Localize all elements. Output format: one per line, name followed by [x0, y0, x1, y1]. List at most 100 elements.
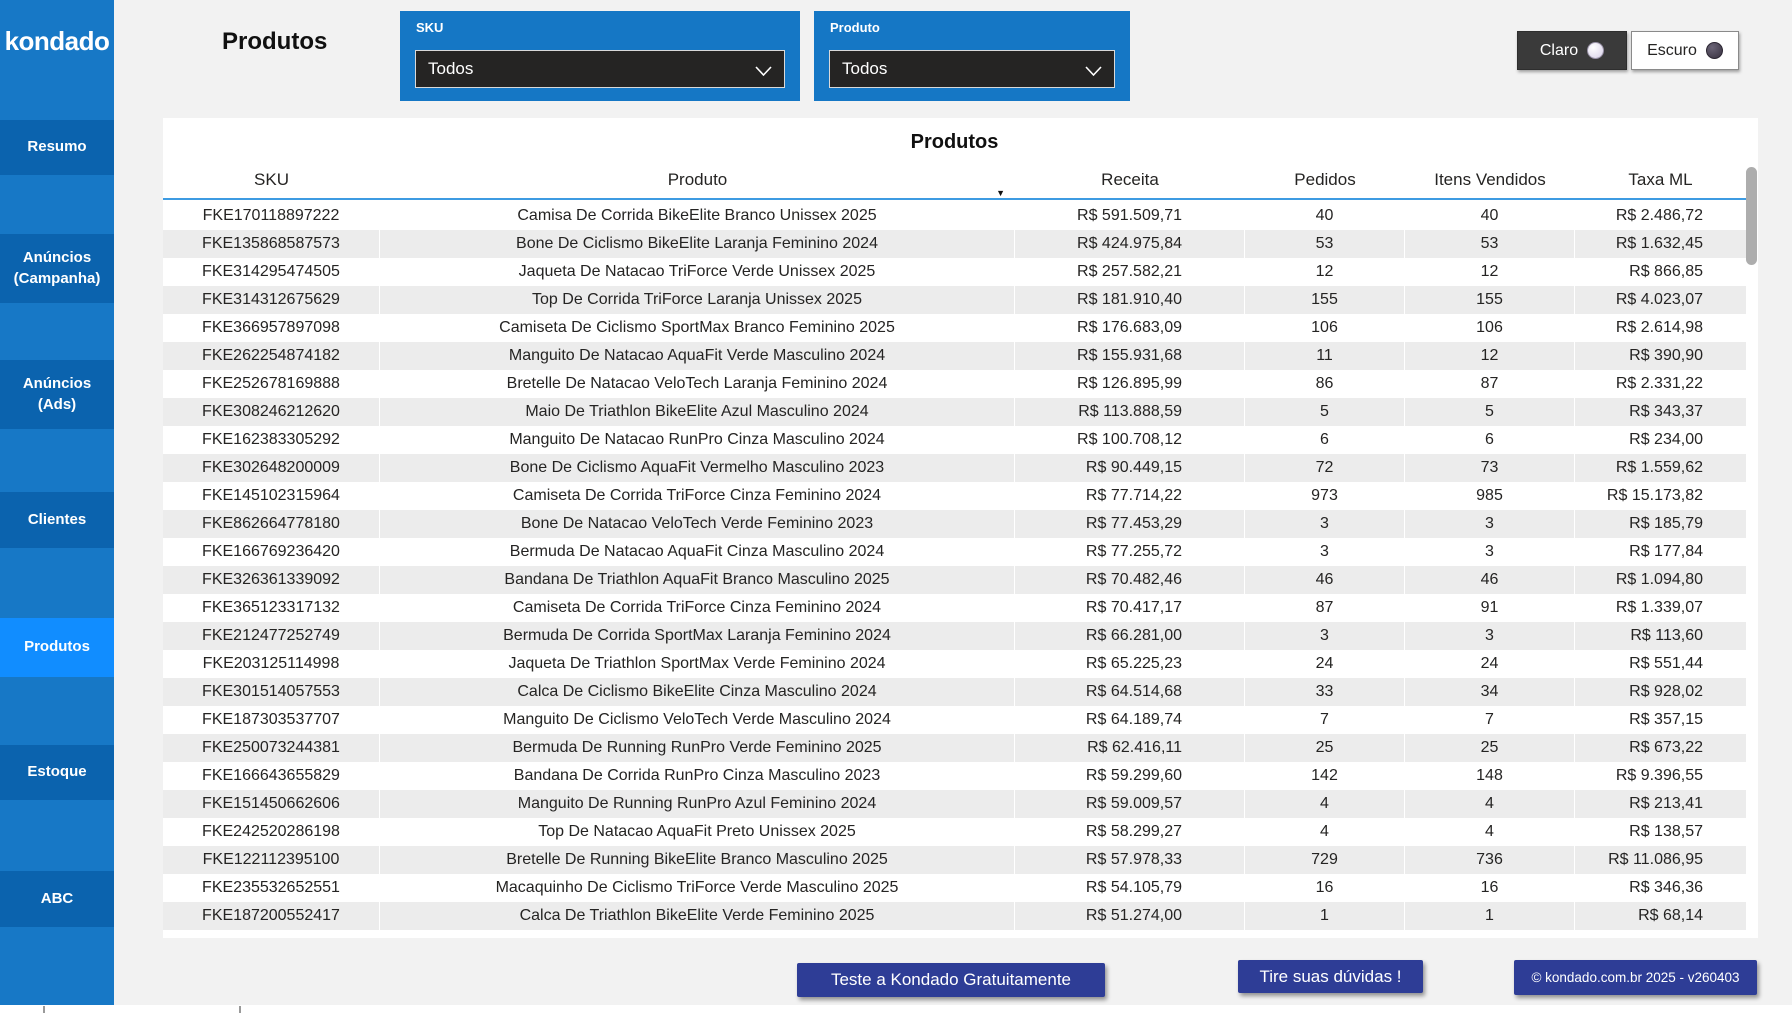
sidebar-item-resumo[interactable]: Resumo: [0, 120, 114, 175]
column-header-itens-vendidos[interactable]: Itens Vendidos: [1405, 162, 1575, 198]
cell-sku: FKE314295474505: [163, 258, 380, 286]
cell-produto: Manguito De Natacao RunPro Cinza Masculi…: [380, 426, 1015, 454]
cell-taxa-ml: R$ 928,02: [1629, 683, 1703, 700]
column-header-receita[interactable]: Receita: [1015, 162, 1245, 198]
cell-sku: FKE250073244381: [163, 734, 380, 762]
sku-filter-dropdown[interactable]: Todos: [415, 50, 785, 88]
cell-produto: Camiseta De Corrida TriForce Cinza Femin…: [380, 594, 1015, 622]
table-row[interactable]: FKE135868587573 Bone De Ciclismo BikeElit…: [163, 230, 1746, 258]
cell-itens-vendidos: 985: [1405, 482, 1575, 510]
table-row[interactable]: FKE151450662606 Manguito De Running RunPr…: [163, 790, 1746, 818]
column-header-sku[interactable]: SKU: [163, 162, 380, 198]
table-body: FKE170118897222 Camisa De Corrida BikeEli…: [163, 202, 1746, 930]
cell-sku: FKE151450662606: [163, 790, 380, 818]
cell-receita: R$ 58.299,27: [1015, 818, 1245, 846]
table-row[interactable]: FKE326361339092 Bandana De Triathlon Aqua…: [163, 566, 1746, 594]
table-row[interactable]: FKE122112395100 Bretelle De Running BikeE…: [163, 846, 1746, 874]
chevron-down-icon: [1085, 64, 1102, 82]
table-row[interactable]: FKE366957897098 Camiseta De Ciclismo Spor…: [163, 314, 1746, 342]
sku-filter-value: Todos: [428, 59, 474, 78]
horizontal-scrollbar[interactable]: [0, 1005, 1792, 1014]
table-row[interactable]: FKE145102315964 Camiseta De Corrida TriFo…: [163, 482, 1746, 510]
dark-theme-label: Escuro: [1647, 41, 1697, 59]
sidebar-item-an-ncios-ads[interactable]: Anúncios (Ads): [0, 360, 114, 429]
cell-produto: Camiseta De Ciclismo SportMax Branco Fem…: [380, 314, 1015, 342]
table-row[interactable]: FKE301514057553 Calca De Ciclismo BikeEli…: [163, 678, 1746, 706]
scrollbar-tick: [43, 1006, 45, 1013]
table-row[interactable]: FKE170118897222 Camisa De Corrida BikeEli…: [163, 202, 1746, 230]
cell-sku: FKE122112395100: [163, 846, 380, 874]
sidebar-item-an-ncios-campanha[interactable]: Anúncios (Campanha): [0, 234, 114, 303]
table-row[interactable]: FKE187303537707 Manguito De Ciclismo Velo…: [163, 706, 1746, 734]
table-row[interactable]: FKE252678169888 Bretelle De Natacao VeloT…: [163, 370, 1746, 398]
cell-receita: R$ 77.714,22: [1015, 482, 1245, 510]
cell-itens-vendidos: 3: [1405, 622, 1575, 650]
dark-theme-button[interactable]: Escuro: [1631, 31, 1739, 70]
cell-taxa-ml: R$ 346,36: [1629, 879, 1703, 896]
cell-sku: FKE235532652551: [163, 874, 380, 902]
cell-receita: R$ 65.225,23: [1015, 650, 1245, 678]
cell-sku: FKE365123317132: [163, 594, 380, 622]
version-badge[interactable]: © kondado.com.br 2025 - v260403: [1514, 960, 1757, 995]
table-row[interactable]: FKE314312675629 Top De Corrida TriForce L…: [163, 286, 1746, 314]
table-row[interactable]: FKE302648200009 Bone De Ciclismo AquaFit …: [163, 454, 1746, 482]
cell-itens-vendidos: 53: [1405, 230, 1575, 258]
cell-pedidos: 25: [1245, 734, 1405, 762]
table-title: Produtos: [910, 131, 999, 153]
produto-filter-dropdown[interactable]: Todos: [829, 50, 1115, 88]
cell-taxa-ml: R$ 2.331,22: [1615, 375, 1703, 392]
table-row[interactable]: FKE162383305292 Manguito De Natacao RunPr…: [163, 426, 1746, 454]
cell-itens-vendidos: 1: [1405, 902, 1575, 930]
sidebar-item-clientes[interactable]: Clientes: [0, 492, 114, 548]
cell-produto: Manguito De Running RunPro Azul Feminino…: [380, 790, 1015, 818]
cell-sku: FKE187200552417: [163, 902, 380, 930]
sidebar-item-label: Estoque: [27, 763, 87, 781]
table-row[interactable]: FKE250073244381 Bermuda De Running RunPro…: [163, 734, 1746, 762]
cell-pedidos: 3: [1245, 510, 1405, 538]
light-theme-circle-icon: [1587, 42, 1605, 59]
table-row[interactable]: FKE262254874182 Manguito De Natacao AquaF…: [163, 342, 1746, 370]
table-header-row: SKU Produto ▼ Receita Pedidos Itens Vendidos T…: [163, 162, 1746, 200]
sidebar-item-abc[interactable]: ABC: [0, 871, 114, 927]
table-row[interactable]: FKE862664778180 Bone De Natacao VeloTech …: [163, 510, 1746, 538]
cell-sku: FKE242520286198: [163, 818, 380, 846]
cell-produto: Macaquinho De Ciclismo TriForce Verde Ma…: [380, 874, 1015, 902]
column-header-pedidos[interactable]: Pedidos: [1245, 162, 1405, 198]
light-theme-button[interactable]: Claro: [1517, 31, 1627, 70]
table-row[interactable]: FKE314295474505 Jaqueta De Natacao TriFor…: [163, 258, 1746, 286]
cell-pedidos: 4: [1245, 790, 1405, 818]
cell-produto: Bandana De Corrida RunPro Cinza Masculin…: [380, 762, 1015, 790]
sidebar-item-produtos[interactable]: Produtos: [0, 618, 114, 677]
cell-taxa-ml: R$ 113,60: [1630, 627, 1703, 644]
sidebar-item-estoque[interactable]: Estoque: [0, 745, 114, 800]
vertical-scrollbar-thumb[interactable]: [1746, 167, 1757, 265]
table-row[interactable]: FKE166769236420 Bermuda De Natacao AquaFi…: [163, 538, 1746, 566]
cell-itens-vendidos: 87: [1405, 370, 1575, 398]
trial-cta-button[interactable]: Teste a Kondado Gratuitamente: [797, 963, 1105, 997]
cell-sku: FKE262254874182: [163, 342, 380, 370]
cell-taxa-ml: R$ 177,84: [1629, 543, 1703, 560]
cell-pedidos: 142: [1245, 762, 1405, 790]
cell-taxa-ml: R$ 11.086,95: [1608, 851, 1703, 868]
sidebar-item-label: Clientes: [27, 510, 87, 528]
cell-taxa-ml: R$ 4.023,07: [1615, 291, 1703, 308]
table-row[interactable]: FKE308246212620 Maio De Triathlon BikeEli…: [163, 398, 1746, 426]
cell-pedidos: 973: [1245, 482, 1405, 510]
table-row[interactable]: FKE235532652551 Macaquinho De Ciclismo Tr…: [163, 874, 1746, 902]
table-row[interactable]: FKE365123317132 Camiseta De Corrida TriFo…: [163, 594, 1746, 622]
cell-receita: R$ 70.482,46: [1015, 566, 1245, 594]
table-row[interactable]: FKE187200552417 Calca De Triathlon BikeEl…: [163, 902, 1746, 930]
table-row[interactable]: FKE212477252749 Bermuda De Corrida SportM…: [163, 622, 1746, 650]
column-header-taxa-ml[interactable]: Taxa ML: [1575, 162, 1746, 198]
table-row[interactable]: FKE166643655829 Bandana De Corrida RunPro…: [163, 762, 1746, 790]
cell-itens-vendidos: 12: [1405, 258, 1575, 286]
sidebar-item-label: Anúncios (Ads): [22, 375, 92, 413]
table-row[interactable]: FKE203125114998 Jaqueta De Triathlon Spor…: [163, 650, 1746, 678]
questions-cta-button[interactable]: Tire suas dúvidas !: [1238, 960, 1423, 993]
cell-itens-vendidos: 91: [1405, 594, 1575, 622]
cell-itens-vendidos: 12: [1405, 342, 1575, 370]
column-header-produto[interactable]: Produto ▼: [380, 162, 1015, 198]
table-row[interactable]: FKE242520286198 Top De Natacao AquaFit Pr…: [163, 818, 1746, 846]
cell-produto: Calca De Ciclismo BikeElite Cinza Mascul…: [380, 678, 1015, 706]
